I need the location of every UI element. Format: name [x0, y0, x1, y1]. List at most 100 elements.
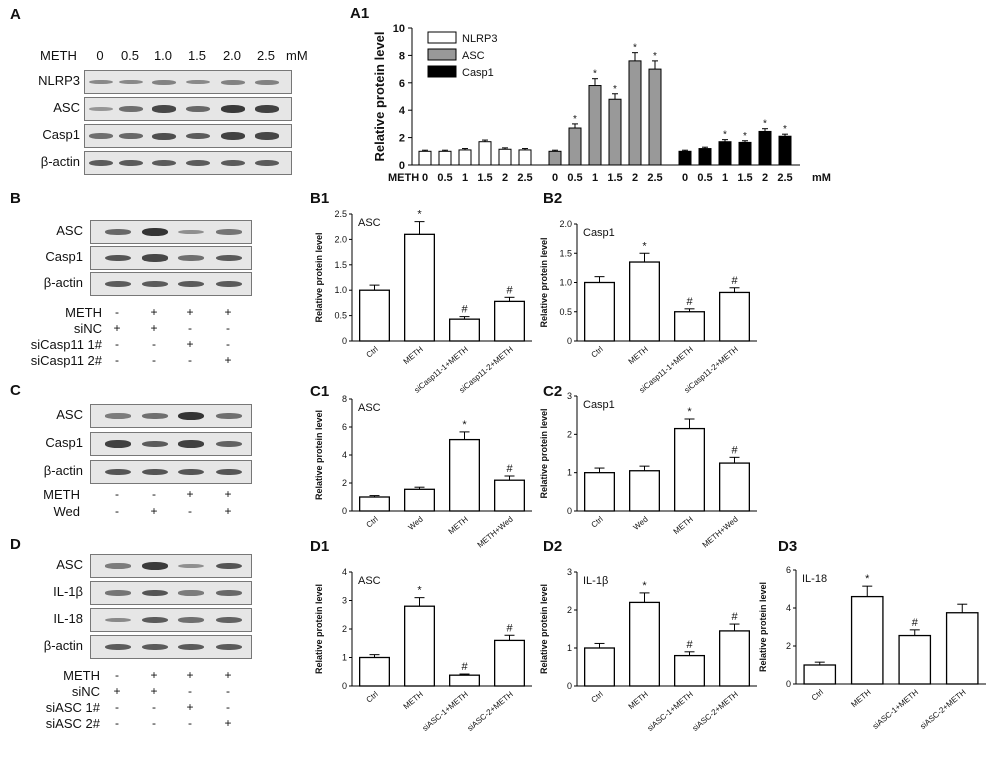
blot-band: [142, 254, 168, 262]
bar: [568, 127, 582, 166]
bar: [498, 148, 512, 166]
y-tick-label: 3: [567, 391, 572, 401]
bar: [493, 639, 525, 687]
x-tick-label: 2: [502, 172, 508, 184]
condition-label: METH: [43, 487, 80, 502]
y-tick-label: 10: [393, 23, 405, 35]
bar: [404, 233, 436, 342]
bar: [673, 427, 705, 512]
blot-strip: [84, 70, 292, 94]
y-tick-label: 8: [399, 50, 405, 62]
blot-strip: [84, 151, 292, 175]
bar: [548, 150, 562, 166]
x-tick-label: 0.5: [567, 172, 582, 184]
chart-title: ASC: [358, 217, 381, 229]
bar: [628, 60, 642, 166]
condition-sign: +: [224, 487, 232, 501]
y-tick-label: 1: [567, 643, 572, 653]
blot-band: [119, 133, 143, 139]
condition-sign: +: [113, 684, 121, 698]
blot-row-label: IL-1β: [53, 584, 83, 599]
blot-band: [105, 643, 131, 651]
bar: [359, 496, 391, 512]
blot-row-label: β-actin: [43, 463, 83, 478]
panel-letter: D2: [543, 538, 562, 555]
blot-band: [216, 254, 242, 262]
blot-band: [89, 159, 113, 167]
condition-sign: -: [115, 353, 119, 367]
condition-sign: -: [152, 716, 156, 730]
panel-letter-b: B: [10, 190, 21, 207]
blot-band: [186, 132, 210, 140]
x-tick-label: Ctrl: [589, 690, 604, 705]
significance-mark: *: [642, 580, 647, 592]
x-tick-label: Ctrl: [589, 515, 604, 530]
panel-letter: C1: [310, 383, 329, 400]
significance-mark: *: [687, 406, 692, 418]
condition-sign: +: [150, 684, 158, 698]
dose-label: 0: [96, 48, 104, 63]
blot-strip: [90, 460, 252, 484]
blot-band: [178, 563, 204, 569]
chart-d2: D2 IL-1β Relative protein level 0 1 2 3 Ctrl * ME…: [539, 538, 757, 733]
blot-band: [216, 280, 242, 288]
blot-strip: [90, 581, 252, 605]
legend-label: ASC: [462, 50, 485, 62]
bar: [418, 150, 432, 166]
condition-sign: +: [186, 305, 194, 319]
x-tick-label: 2: [632, 172, 638, 184]
blot-strip: [90, 272, 252, 296]
panel-letter: D1: [310, 538, 329, 555]
condition-sign: +: [150, 305, 158, 319]
blot-band: [186, 106, 210, 112]
y-tick-label: 1.5: [559, 248, 572, 258]
x-tick-label: 0: [422, 172, 428, 184]
condition-sign: -: [188, 353, 192, 367]
blot-band: [89, 106, 113, 112]
condition-sign: +: [186, 337, 194, 351]
chart-d1: D1 ASC Relative protein level 0 1 2 3 4 Ctrl * MET…: [310, 538, 532, 733]
bar: [738, 141, 752, 166]
bar: [478, 141, 492, 166]
condition-label: siCasp11 2#: [30, 353, 102, 368]
significance-mark: #: [731, 444, 738, 456]
y-axis-label: Relative protein level: [314, 410, 324, 500]
y-axis-label: Relative protein level: [314, 232, 324, 322]
bar: [493, 479, 525, 512]
blot-strip: [84, 97, 292, 121]
condition-sign: +: [186, 700, 194, 714]
panel-letter-c: C: [10, 382, 21, 399]
x-tick-label: 1.5: [477, 172, 492, 184]
condition-sign: +: [224, 305, 232, 319]
blot-band: [89, 133, 113, 139]
condition-sign: +: [224, 504, 232, 518]
significance-mark: #: [912, 617, 919, 629]
significance-mark: *: [573, 114, 577, 125]
y-tick-label: 0: [567, 681, 572, 691]
blot-band: [105, 280, 131, 288]
blot-band: [178, 590, 204, 596]
x-unit-label: mM: [812, 172, 831, 184]
condition-sign: -: [188, 321, 192, 335]
blot-row-label: IL-18: [53, 611, 83, 626]
x-tick-label: 1.5: [607, 172, 622, 184]
y-tick-label: 2: [786, 641, 791, 651]
x-tick-label: siASC-2+METH: [918, 688, 967, 731]
bar: [438, 150, 452, 166]
blot-band: [216, 413, 242, 419]
y-tick-label: 0: [567, 506, 572, 516]
blot-row-label: Casp1: [45, 249, 83, 264]
significance-mark: *: [417, 585, 422, 597]
significance-mark: *: [593, 69, 597, 80]
significance-mark: *: [763, 119, 767, 130]
blot-strip: [90, 404, 252, 428]
y-tick-label: 1: [342, 653, 347, 663]
x-tick-label: Ctrl: [810, 688, 825, 703]
blot-band: [119, 79, 143, 85]
bar: [945, 612, 979, 685]
x-tick-label: 0: [682, 172, 688, 184]
blot-band: [216, 440, 242, 448]
bar: [629, 261, 661, 342]
blot-band: [119, 159, 143, 167]
condition-sign: -: [115, 700, 119, 714]
